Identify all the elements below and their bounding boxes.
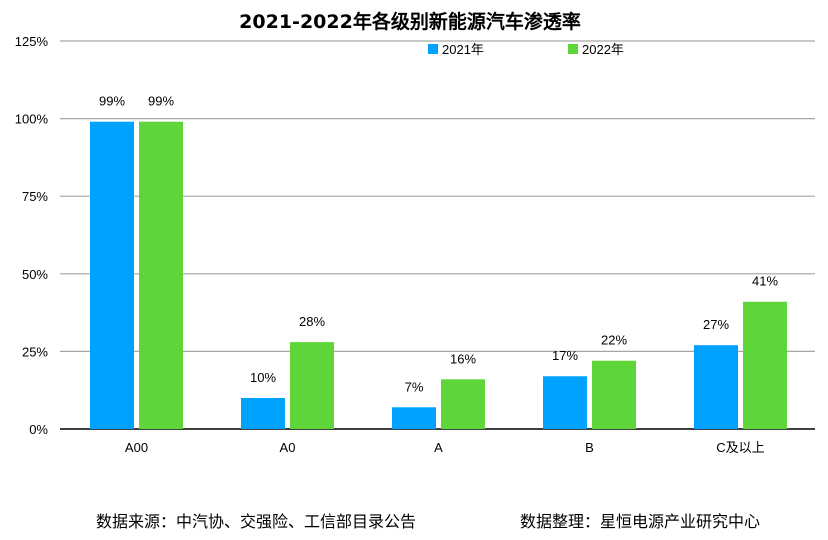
data-label: 99% bbox=[99, 94, 125, 109]
y-tick-label: 75% bbox=[22, 189, 48, 204]
source-note: 数据来源：中汽协、交强险、工信部目录公告 bbox=[96, 512, 417, 531]
data-labels: 99% 99% 10% 28% 7% 16% 17% 22% 27% 41% bbox=[99, 94, 778, 395]
data-label: 41% bbox=[752, 274, 778, 289]
legend-label: 2022年 bbox=[582, 42, 624, 57]
x-tick-label: A0 bbox=[280, 440, 296, 455]
data-label: 17% bbox=[552, 348, 578, 363]
gridlines bbox=[60, 40, 815, 430]
compiled-by-note: 数据整理：星恒电源产业研究中心 bbox=[520, 512, 761, 531]
x-tick-label: A00 bbox=[125, 440, 148, 455]
bar-series2-1 bbox=[290, 342, 334, 429]
x-axis-ticks: A00 A0 A B C及以上 bbox=[125, 440, 765, 455]
data-label: 10% bbox=[250, 370, 276, 385]
y-tick-label: 0% bbox=[29, 422, 48, 437]
data-label: 16% bbox=[450, 351, 476, 366]
x-tick-label: A bbox=[434, 440, 443, 455]
legend-label: 2021年 bbox=[442, 42, 484, 57]
legend-swatch bbox=[428, 44, 438, 54]
y-tick-label: 50% bbox=[22, 267, 48, 282]
bar-series1-3 bbox=[543, 376, 587, 429]
data-label: 7% bbox=[405, 379, 424, 394]
bar-series1-1 bbox=[241, 397, 285, 429]
bar-series1-4 bbox=[694, 345, 738, 429]
data-label: 28% bbox=[299, 314, 325, 329]
y-tick-label: 100% bbox=[15, 112, 49, 127]
bar-series2-3 bbox=[592, 360, 636, 429]
bar-series2-0 bbox=[139, 121, 183, 429]
bar-series1-2 bbox=[392, 407, 436, 429]
data-label: 22% bbox=[601, 333, 627, 348]
data-label: 99% bbox=[148, 94, 174, 109]
legend-swatch bbox=[568, 44, 578, 54]
chart-title: 2021-2022年各级别新能源汽车渗透率 bbox=[239, 10, 581, 33]
data-label: 27% bbox=[703, 317, 729, 332]
bar-series2-2 bbox=[441, 379, 485, 429]
y-tick-label: 25% bbox=[22, 344, 48, 359]
legend: 2021年 2022年 bbox=[428, 42, 624, 57]
bars bbox=[90, 121, 787, 429]
x-tick-label: C及以上 bbox=[716, 440, 764, 455]
bar-series2-4 bbox=[743, 301, 787, 429]
bar-series1-0 bbox=[90, 121, 134, 429]
y-axis-ticks: 0% 25% 50% 75% 100% 125% bbox=[15, 34, 49, 437]
x-tick-label: B bbox=[585, 440, 594, 455]
y-tick-label: 125% bbox=[15, 34, 49, 49]
